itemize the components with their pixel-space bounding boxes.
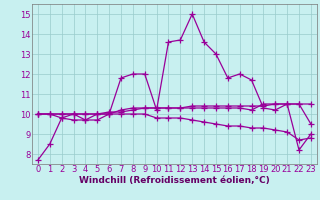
X-axis label: Windchill (Refroidissement éolien,°C): Windchill (Refroidissement éolien,°C) bbox=[79, 176, 270, 185]
